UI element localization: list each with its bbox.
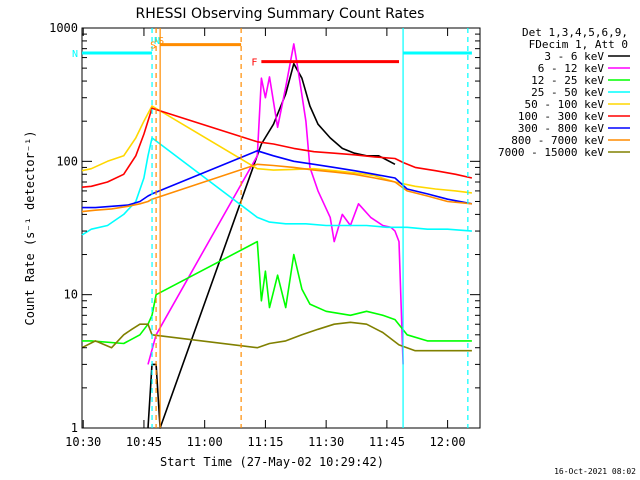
x-tick-label: 11:45 [369, 435, 405, 449]
series-line-2 [147, 43, 404, 365]
y-tick-label: 1000 [49, 21, 78, 35]
x-tick-label: 11:15 [247, 435, 283, 449]
legend-entry-label: 12 - 25 keV [531, 74, 604, 87]
series-line-7 [82, 150, 473, 209]
legend-entry-label: 25 - 50 keV [531, 86, 604, 99]
y-axis-label: Count Rate (s⁻¹ detector⁻¹) [23, 130, 37, 325]
series-line-8 [81, 163, 472, 213]
y-tick-label: 1 [71, 421, 78, 435]
flag-bar-label: F [251, 58, 257, 69]
flag-bar-label: N [72, 49, 78, 60]
legend-entry-label: 6 - 12 keV [538, 62, 605, 75]
legend-entry-label: 800 - 7000 keV [511, 134, 604, 147]
x-tick-label: 11:00 [187, 435, 223, 449]
marker-label: S [158, 36, 164, 47]
y-tick-label: 10 [64, 288, 78, 302]
legend-entry-label: 50 - 100 keV [525, 98, 605, 111]
x-tick-label: 10:30 [65, 435, 101, 449]
y-tick-label: 100 [56, 154, 78, 168]
series-line-9 [81, 321, 472, 352]
legend-entry-label: 3 - 6 keV [544, 50, 604, 63]
x-axis-label: Start Time (27-May-02 10:29:42) [160, 455, 384, 469]
marker-label: N [154, 36, 160, 47]
plot-frame [81, 27, 481, 429]
x-tick-label: 12:00 [430, 435, 466, 449]
legend-entry-label: 7000 - 15000 keV [498, 146, 604, 159]
legend-header-line: Det 1,3,4,5,6,9, [522, 26, 628, 39]
series-line-3 [82, 240, 472, 345]
chart-title: RHESSI Observing Summary Count Rates [136, 6, 425, 22]
legend-entry-label: 100 - 300 keV [518, 110, 604, 123]
legend-header-line: FDecim 1, Att 0 [529, 38, 628, 51]
series-line-5 [81, 105, 472, 194]
series-line-1 [147, 62, 396, 429]
legend-entry-label: 300 - 800 keV [518, 122, 604, 135]
timestamp: 16-Oct-2021 08:02 [554, 467, 636, 476]
series-line-4 [81, 137, 472, 236]
flag-bar-label: S [150, 41, 156, 52]
x-tick-label: 10:45 [126, 435, 162, 449]
x-tick-label: 11:30 [308, 435, 344, 449]
series-line-6 [81, 107, 473, 188]
